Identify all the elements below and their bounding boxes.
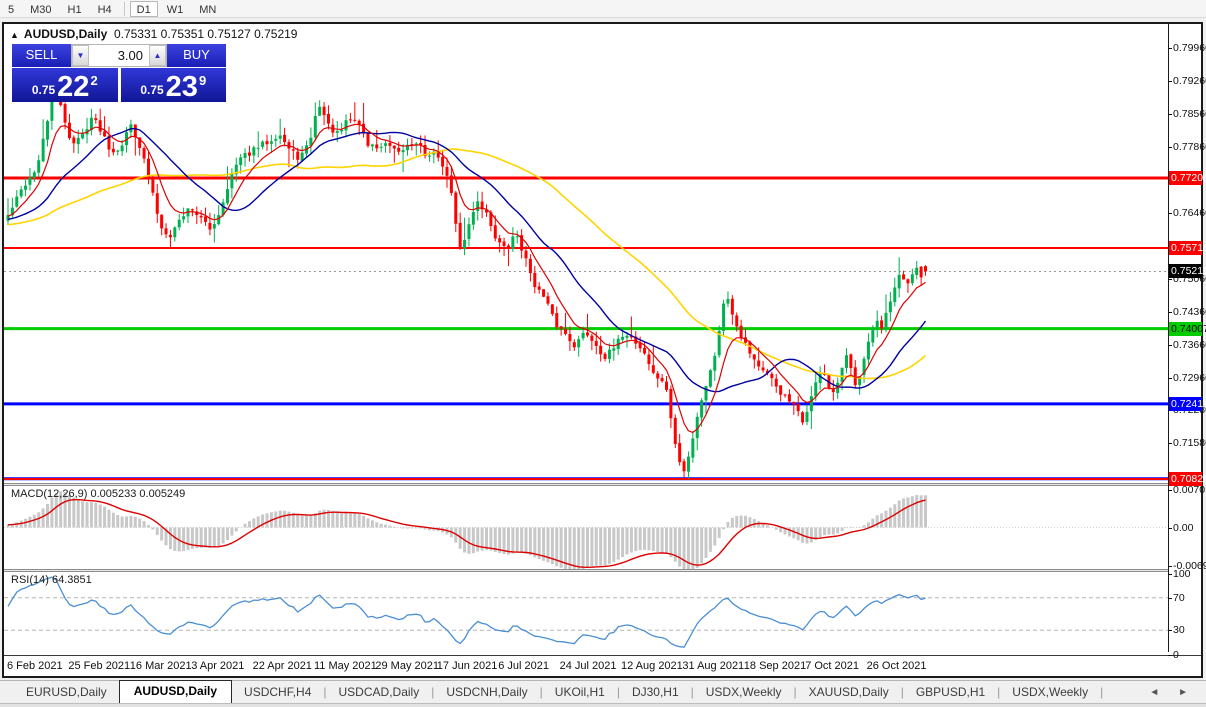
sell-button[interactable]: SELL <box>12 44 71 67</box>
time-axis-label: 6 Feb 2021 <box>7 660 63 672</box>
sell-price-main: 22 <box>57 71 90 103</box>
time-axis-label: 3 Apr 2021 <box>191 660 245 672</box>
price-axis-tick: -0.00692 <box>1167 560 1206 572</box>
time-axis-label: 17 Jun 2021 <box>436 660 498 672</box>
time-axis-label: 6 Jul 2021 <box>498 660 549 672</box>
price-chart <box>4 79 1168 481</box>
volume-increase-icon[interactable]: ▲ <box>149 45 166 66</box>
tab-separator: | <box>997 685 1001 699</box>
price-axis: 0.799600.792600.785600.778600.764600.750… <box>1167 24 1206 661</box>
price-axis-tick: 30 <box>1168 624 1185 637</box>
toolbar-separator <box>123 1 125 16</box>
chart-tab-usdx-weekly[interactable]: USDX,Weekly <box>1012 685 1089 699</box>
level-price-badge: 0.72411 <box>1169 396 1206 411</box>
chart-tab-audusd-daily[interactable]: AUDUSD,Daily <box>118 680 233 703</box>
panel-separator[interactable] <box>4 569 1168 572</box>
volume-value[interactable]: 3.00 <box>117 48 143 63</box>
time-axis-label: 26 Oct 2021 <box>866 660 927 672</box>
sell-price-prefix: 0.75 <box>31 83 56 97</box>
macd-chart <box>4 491 1168 569</box>
chart-tab-bar: EURUSD,Daily AUDUSD,Daily USDCHF,H4 | USDCAD… <box>0 680 1206 703</box>
buy-price-main: 23 <box>165 71 198 103</box>
rsi-chart <box>4 576 1168 648</box>
chart-tab-dj30-h1[interactable]: DJ30,H1 <box>631 685 679 699</box>
timeframe-button-h4[interactable]: H4 <box>97 3 112 16</box>
chart-tab-usdcnh-daily[interactable]: USDCNH,Daily <box>446 685 528 699</box>
price-axis-tick: 70 <box>1168 591 1185 604</box>
price-axis-tick: 0.00 <box>1167 521 1194 534</box>
chart-tab-xauusd-daily[interactable]: XAUUSD,Daily <box>808 685 889 699</box>
tab-separator: | <box>793 685 797 699</box>
price-axis-tick: 0.007015 <box>1168 484 1206 496</box>
timeframe-button-5[interactable]: 5 <box>8 3 15 16</box>
volume-spinner: ▼ 3.00 ▲ <box>71 44 167 67</box>
price-axis-tick: 0 <box>1168 648 1179 661</box>
timeframe-toolbar: 5 M30 H1 H4 D1 W1 MN <box>0 0 1206 18</box>
chart-tab-usdchf-h4[interactable]: USDCHF,H4 <box>244 685 312 699</box>
tab-separator: | <box>900 685 904 699</box>
chart-ohlc-values: 0.75331 0.75351 0.75127 0.75219 <box>113 27 298 41</box>
time-axis-label: 24 Jul 2021 <box>559 660 617 672</box>
chart-window: ▲ AUDUSD,Daily 0.75331 0.75351 0.75127 0.… <box>2 22 1206 678</box>
level-price-badge: 0.70820 <box>1169 471 1206 486</box>
time-axis-label: 12 Aug 2021 <box>621 660 683 672</box>
timeframe-button-d1[interactable]: D1 <box>129 0 158 17</box>
sell-price-pip: 2 <box>90 73 98 88</box>
chart-tab-usdcad-daily[interactable]: USDCAD,Daily <box>338 685 420 699</box>
chart-tab-gbpusd-h1[interactable]: GBPUSD,H1 <box>915 685 986 699</box>
time-axis-label: 31 Aug 2021 <box>682 660 745 672</box>
timeframe-button-mn[interactable]: MN <box>199 3 217 16</box>
level-price-badge: 0.74007 <box>1169 321 1206 336</box>
chart-symbol: AUDUSD,Daily <box>23 27 108 41</box>
time-axis: 6 Feb 2021 25 Feb 2021 16 Mar 2021 3 Apr 20… <box>4 655 1201 676</box>
tab-separator: | <box>323 685 327 699</box>
price-axis-tick: 100 <box>1168 567 1191 580</box>
level-price-badge: 0.77200 <box>1169 170 1206 185</box>
buy-button[interactable]: BUY <box>167 44 226 67</box>
chart-tab-ukoil-h1[interactable]: UKOil,H1 <box>554 685 605 699</box>
panel-separator[interactable] <box>4 483 1168 486</box>
buy-price-prefix: 0.75 <box>140 83 164 97</box>
sell-price-box[interactable]: 0.75 22 2 <box>12 68 118 102</box>
time-axis-label: 11 May 2021 <box>314 660 377 672</box>
time-axis-label: 22 Apr 2021 <box>252 660 312 672</box>
timeframe-button-w1[interactable]: W1 <box>166 3 184 16</box>
time-axis-label: 16 Mar 2021 <box>129 660 192 672</box>
one-click-trade-widget: SELL ▼ 3.00 ▲ BUY 0.75 22 2 0.75 23 9 <box>12 44 226 102</box>
timeframe-button-h1[interactable]: H1 <box>67 3 82 16</box>
timeframe-button-m30[interactable]: M30 <box>30 3 52 16</box>
buy-price-box[interactable]: 0.75 23 9 <box>120 68 226 103</box>
time-axis-label: 29 May 2021 <box>375 660 439 672</box>
buy-price-pip: 9 <box>198 73 207 88</box>
level-price-badge: 0.75716 <box>1169 240 1206 255</box>
tab-separator: | <box>1100 685 1104 699</box>
tab-separator: | <box>431 685 435 699</box>
chart-title: ▲ AUDUSD,Daily 0.75331 0.75351 0.75127 0.… <box>10 27 297 41</box>
tab-separator: | <box>616 685 620 699</box>
tab-separator: | <box>539 685 543 699</box>
current-price-badge: 0.75219 <box>1169 264 1206 279</box>
chart-tab-eurusd-daily[interactable]: EURUSD,Daily <box>26 685 107 699</box>
time-axis-label: 18 Sep 2021 <box>743 660 807 672</box>
tab-scroll-arrows-icon[interactable]: ◄ ► <box>1149 687 1196 698</box>
volume-decrease-icon[interactable]: ▼ <box>72 45 89 66</box>
rsi-label: RSI(14) 64.3851 <box>11 574 92 586</box>
chart-tab-usdx-weekly[interactable]: USDX,Weekly <box>705 685 782 699</box>
trade-panel-toggle-icon[interactable]: ▲ <box>10 30 19 40</box>
status-strip <box>0 703 1206 707</box>
time-axis-label: 25 Feb 2021 <box>68 660 131 672</box>
macd-label: MACD(12,26,9) 0.005233 0.005249 <box>11 488 186 500</box>
tab-separator: | <box>690 685 694 699</box>
time-axis-label: 7 Oct 2021 <box>805 660 860 672</box>
